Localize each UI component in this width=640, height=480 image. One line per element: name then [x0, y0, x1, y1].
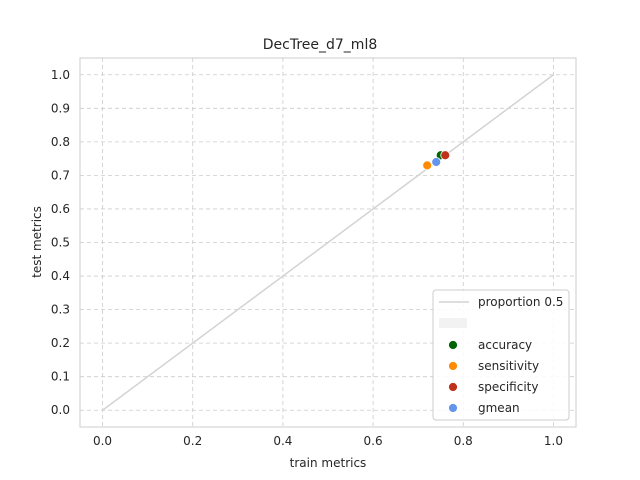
point-sensitivity	[422, 160, 433, 171]
reference-line	[102, 74, 554, 411]
y-tick-label: 0.8	[51, 135, 70, 149]
y-tick-label: 0.0	[51, 403, 70, 417]
legend-marker-specificity	[448, 382, 458, 392]
y-tick-label: 0.1	[51, 370, 70, 384]
legend-marker-gmean	[448, 403, 458, 413]
x-tick-label: 0.6	[364, 434, 383, 448]
legend-marker-sensitivity	[448, 361, 458, 371]
legend-label-accuracy: accuracy	[478, 338, 532, 352]
y-tick-label: 0.2	[51, 336, 70, 350]
legend-label-sensitivity: sensitivity	[478, 359, 539, 373]
legend-label-specificity: specificity	[478, 380, 538, 394]
legend-label-proportion: proportion 0.5	[478, 295, 563, 309]
legend: proportion 0.5 accuracy sensitivity spec…	[432, 289, 570, 421]
x-tick-label: 1.0	[544, 434, 563, 448]
x-tick-labels: 0.0 0.2 0.4 0.6 0.8 1.0	[93, 434, 563, 448]
y-tick-label: 0.6	[51, 202, 70, 216]
legend-label-gmean: gmean	[478, 401, 520, 415]
legend-blank-swatch	[439, 318, 467, 328]
y-axis-label: test metrics	[30, 206, 44, 278]
y-tick-label: 0.4	[51, 269, 70, 283]
x-tick-label: 0.0	[93, 434, 112, 448]
legend-marker-accuracy	[448, 340, 458, 350]
grid	[80, 58, 576, 427]
x-axis-label: train metrics	[290, 456, 367, 470]
y-tick-label: 0.9	[51, 101, 70, 115]
y-tick-label: 1.0	[51, 68, 70, 82]
point-specificity	[440, 150, 451, 161]
chart-title: DecTree_d7_ml8	[263, 37, 378, 53]
y-tick-label: 0.3	[51, 303, 70, 317]
point-gmean	[431, 157, 442, 167]
x-tick-label: 0.2	[183, 434, 202, 448]
y-tick-label: 0.7	[51, 168, 70, 182]
x-tick-label: 0.4	[273, 434, 292, 448]
data-points	[422, 150, 451, 171]
x-tick-label: 0.8	[454, 434, 473, 448]
y-tick-label: 0.5	[51, 236, 70, 250]
y-tick-labels: 0.0 0.1 0.2 0.3 0.4 0.5 0.6 0.7 0.8 0.9 1.0	[51, 68, 70, 417]
